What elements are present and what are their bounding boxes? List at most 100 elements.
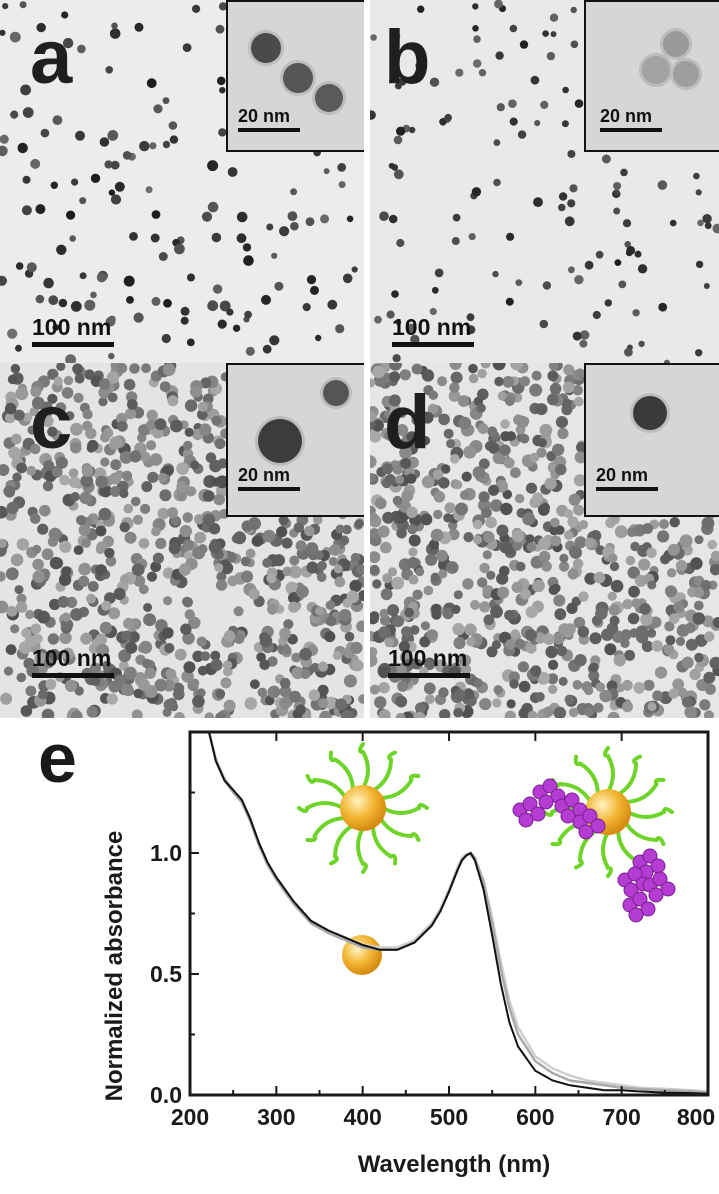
nanoparticle bbox=[657, 530, 670, 543]
nanoparticle bbox=[150, 561, 162, 573]
nanoparticle bbox=[146, 409, 158, 421]
nanoparticle bbox=[370, 473, 376, 483]
nanoparticle bbox=[421, 411, 434, 424]
nanoparticle bbox=[51, 466, 63, 478]
nanoparticle bbox=[157, 507, 170, 520]
inset-particles-c bbox=[255, 377, 352, 466]
nanoparticle bbox=[541, 561, 552, 572]
nanoparticle bbox=[415, 567, 425, 577]
nanoparticle bbox=[406, 473, 417, 484]
nanoparticle bbox=[530, 75, 540, 85]
nanoparticle bbox=[522, 512, 536, 526]
nanoparticle bbox=[139, 140, 150, 152]
nanoparticle bbox=[704, 631, 715, 642]
nanoparticle bbox=[27, 425, 37, 435]
nanoparticle bbox=[10, 624, 20, 634]
nanoparticle bbox=[119, 574, 130, 585]
nanoparticle bbox=[553, 594, 566, 607]
nanoparticle bbox=[150, 233, 160, 243]
ligand-strand bbox=[329, 823, 355, 866]
nanoparticle bbox=[21, 205, 32, 216]
nanoparticle bbox=[105, 66, 113, 74]
nanoparticle bbox=[326, 616, 337, 627]
x-tick-label: 700 bbox=[602, 1104, 640, 1130]
nanoparticle bbox=[250, 679, 260, 690]
nanoparticle bbox=[459, 490, 470, 500]
nanoparticle bbox=[215, 24, 225, 34]
nanoparticle bbox=[667, 543, 680, 556]
nanoparticle bbox=[33, 633, 43, 644]
nanoparticle bbox=[543, 706, 554, 718]
nanoparticle bbox=[444, 502, 456, 514]
nanoparticle bbox=[689, 668, 701, 681]
nanoparticle bbox=[109, 486, 121, 497]
nanoparticle bbox=[110, 160, 120, 170]
scale-label-d: 100 nm bbox=[388, 645, 468, 671]
ligand-strand bbox=[626, 807, 674, 819]
nanoparticle bbox=[504, 609, 515, 621]
nanoparticle bbox=[32, 558, 44, 571]
nanoparticle bbox=[534, 120, 541, 127]
nanoparticle bbox=[399, 369, 411, 381]
nanoparticle bbox=[256, 652, 266, 662]
nanoparticle bbox=[693, 587, 705, 598]
ligand-strand bbox=[573, 754, 600, 797]
nanoparticle bbox=[638, 558, 651, 571]
ligand-strand bbox=[305, 774, 348, 800]
bare-particle-icon bbox=[342, 935, 382, 975]
nanoparticle bbox=[50, 181, 58, 189]
nanoparticle bbox=[109, 436, 123, 449]
nanoparticle bbox=[78, 575, 90, 587]
nanoparticle bbox=[493, 685, 503, 695]
nanoparticle bbox=[451, 604, 461, 614]
nanoparticle bbox=[499, 565, 510, 577]
nanoparticle bbox=[404, 607, 414, 618]
nanoparticle bbox=[659, 519, 669, 530]
nanoparticle bbox=[242, 243, 252, 252]
nanoparticle bbox=[213, 493, 225, 506]
nanoparticle bbox=[58, 573, 72, 586]
nanoparticle bbox=[48, 649, 61, 661]
y-axis-label: Normalized absorbance bbox=[101, 831, 128, 1102]
nanoparticle bbox=[69, 235, 76, 242]
nanoparticle bbox=[310, 285, 319, 295]
nanoparticle bbox=[685, 638, 698, 651]
nanoparticle bbox=[517, 130, 527, 139]
nanoparticle bbox=[70, 608, 83, 621]
nanoparticle bbox=[262, 344, 272, 354]
nanoparticle bbox=[664, 621, 675, 632]
nanoparticle bbox=[305, 217, 315, 227]
nanoparticle bbox=[95, 564, 107, 576]
nanoparticle bbox=[86, 593, 96, 604]
nanoparticle bbox=[546, 51, 556, 61]
nanoparticle bbox=[151, 296, 161, 306]
nanoparticle bbox=[392, 464, 403, 475]
nanoparticle bbox=[388, 162, 395, 169]
nanoparticle bbox=[408, 574, 419, 585]
nanoparticle bbox=[420, 621, 430, 631]
nanoparticle bbox=[573, 616, 586, 629]
nanoparticle bbox=[455, 502, 468, 516]
nanoparticle bbox=[123, 617, 135, 629]
nanoparticle bbox=[559, 553, 569, 563]
tem-panel-a: a 20 nm 100 nm bbox=[0, 0, 364, 363]
nanoparticle bbox=[505, 297, 514, 306]
nanoparticle bbox=[251, 535, 263, 547]
nanoparticle bbox=[567, 568, 579, 580]
nanoparticle bbox=[370, 34, 377, 41]
nanoparticle bbox=[613, 189, 620, 197]
nanoparticle bbox=[192, 4, 201, 14]
nanoparticle bbox=[139, 640, 153, 654]
nanoparticle bbox=[16, 538, 30, 551]
nanoparticle bbox=[702, 214, 712, 224]
nanoparticle bbox=[170, 515, 181, 526]
nanoparticle bbox=[510, 629, 520, 639]
nanoparticle bbox=[578, 520, 589, 530]
nanoparticle bbox=[393, 135, 403, 145]
nanoparticle bbox=[327, 299, 338, 310]
ligand-strand bbox=[623, 777, 666, 804]
nanoparticle bbox=[695, 189, 702, 196]
nanoparticle bbox=[180, 306, 190, 316]
nanoparticle bbox=[30, 158, 41, 169]
nanoparticle bbox=[514, 493, 525, 504]
